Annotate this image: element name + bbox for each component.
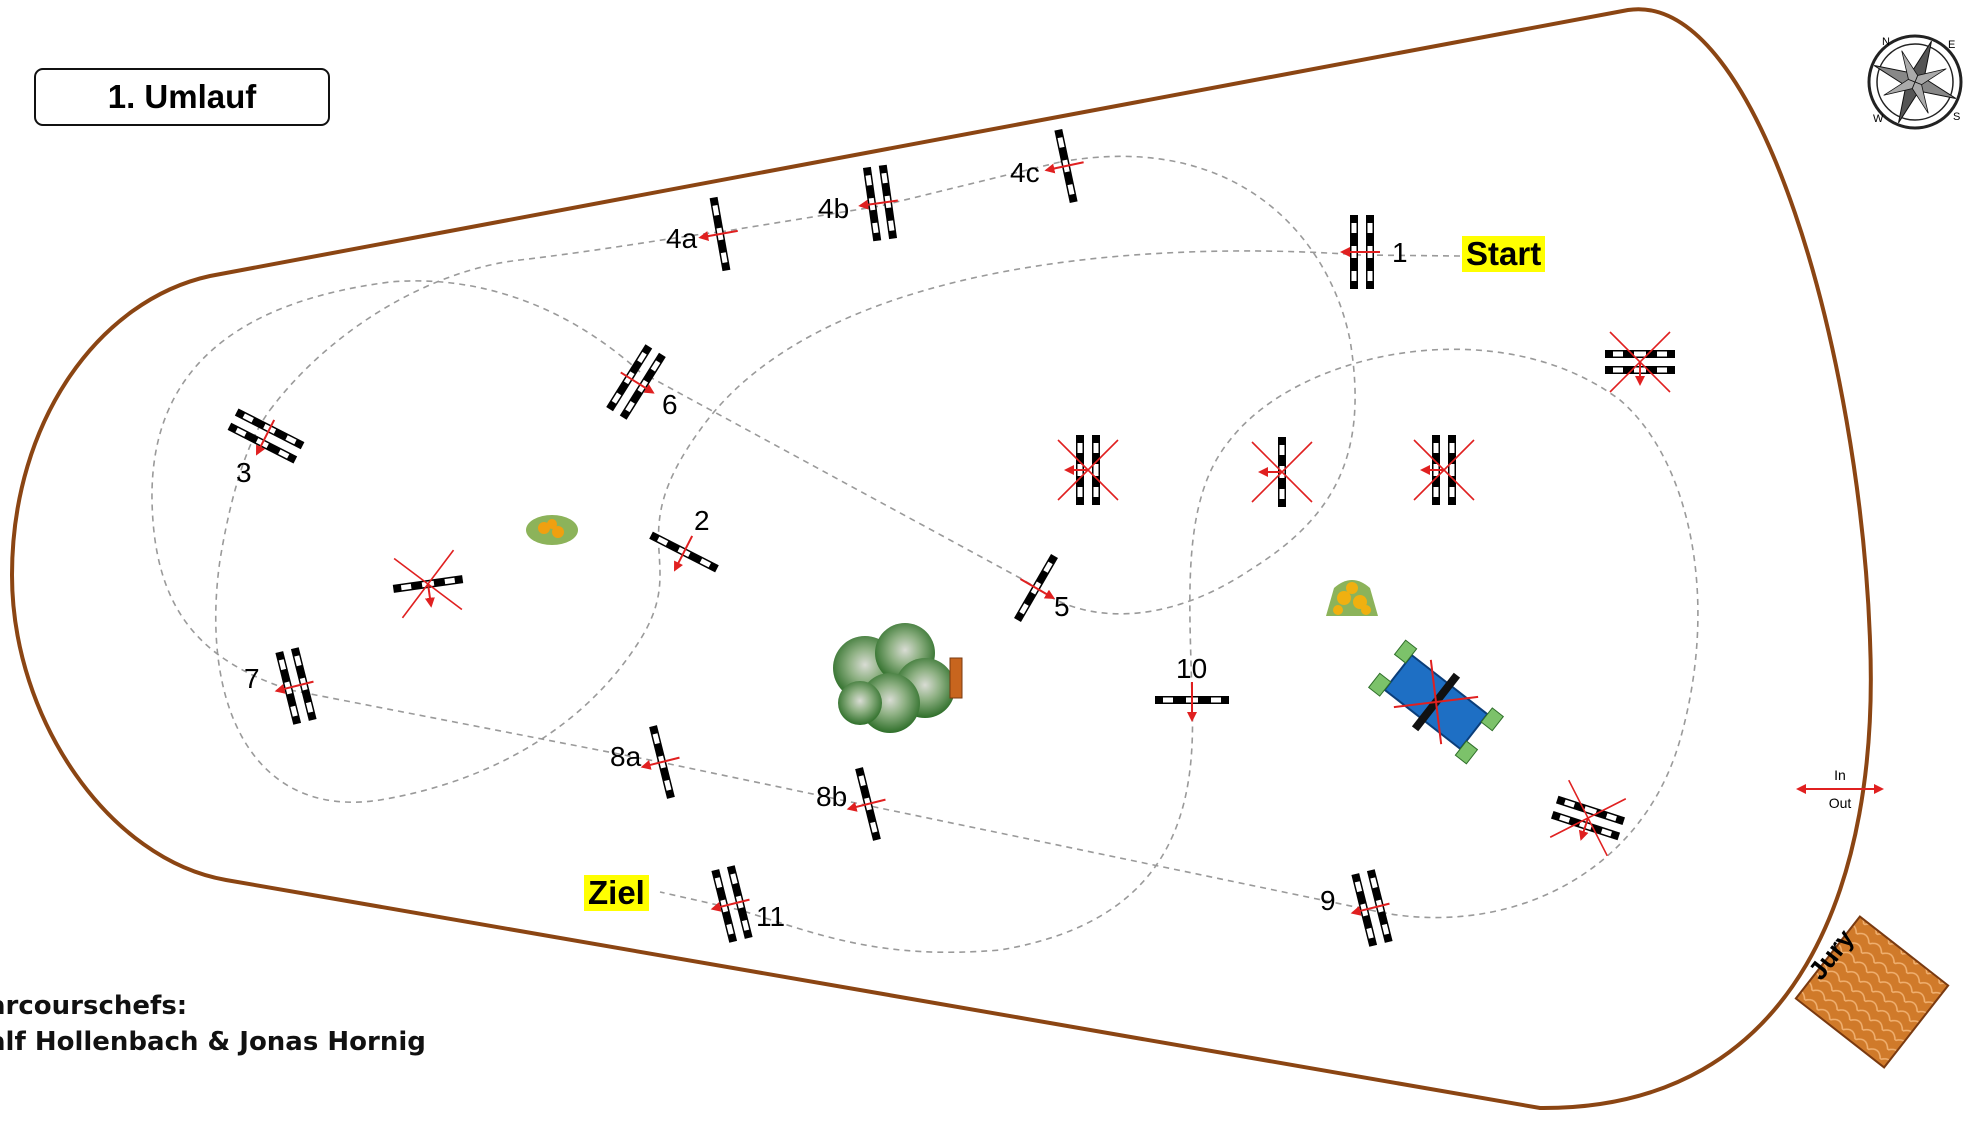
flower-bed-icon xyxy=(1326,580,1378,616)
fence-5 xyxy=(1014,553,1058,623)
unused-fences-layer xyxy=(392,331,1675,857)
tree-icon xyxy=(833,623,963,733)
fences-layer: 1 2 3 4a 4b 4c 5 6 7 8a 8b 9 10 11 xyxy=(227,128,1408,947)
track-route xyxy=(151,155,1699,954)
round-title: 1. Umlauf xyxy=(34,68,330,126)
fence-4a-label: 4a xyxy=(666,223,698,254)
fence-4a xyxy=(698,196,738,272)
unused-fence xyxy=(1251,437,1313,507)
compass-w-label: W xyxy=(1873,113,1884,125)
flower-bed-icon xyxy=(526,515,578,545)
fence-6 xyxy=(606,344,666,420)
fence-6-label: 6 xyxy=(662,389,678,420)
in-label: In xyxy=(1834,767,1846,783)
fence-4c-label: 4c xyxy=(1010,157,1040,188)
unused-fence xyxy=(392,549,464,619)
out-label: Out xyxy=(1829,795,1852,811)
fence-7-label: 7 xyxy=(244,663,260,694)
fence-8b xyxy=(846,767,886,841)
fence-1-label: 1 xyxy=(1392,237,1408,268)
fence-8b-label: 8b xyxy=(816,781,847,812)
fence-4c xyxy=(1044,128,1084,204)
water-jump-icon xyxy=(1367,639,1505,765)
start-label: Start xyxy=(1462,236,1546,272)
fence-2 xyxy=(649,531,719,573)
arena-border xyxy=(9,7,1873,1111)
credits-heading: arcourschefs: xyxy=(0,991,188,1021)
unused-fence xyxy=(1605,331,1675,393)
jury-box xyxy=(1794,915,1950,1069)
compass-e-label: E xyxy=(1948,39,1955,51)
fence-8a xyxy=(640,725,680,799)
compass-n-label: N xyxy=(1882,36,1890,48)
unused-fence xyxy=(1549,779,1627,857)
fence-1 xyxy=(1340,215,1380,289)
compass-icon: N E S W xyxy=(1867,34,1963,130)
fence-3-label: 3 xyxy=(236,457,252,488)
fence-3 xyxy=(227,408,305,464)
fence-10 xyxy=(1155,682,1229,722)
fence-11-label: 11 xyxy=(756,901,785,932)
unused-fence xyxy=(1057,435,1119,505)
fence-10-label: 10 xyxy=(1176,653,1207,684)
course-designers: arcourschefs: alf Hollenbach & Jonas Hor… xyxy=(0,988,426,1060)
fence-9 xyxy=(1350,869,1393,947)
compass-s-label: S xyxy=(1953,111,1960,123)
fence-4b xyxy=(858,164,898,242)
fence-5-label: 5 xyxy=(1054,591,1070,622)
fence-4b-label: 4b xyxy=(818,193,849,224)
in-out-gate: In Out xyxy=(1796,767,1884,811)
finish-label: Ziel xyxy=(584,875,649,911)
fence-2-label: 2 xyxy=(694,505,710,536)
fence-11 xyxy=(710,865,753,943)
credits-names: alf Hollenbach & Jonas Hornig xyxy=(0,1027,426,1057)
fence-9-label: 9 xyxy=(1320,885,1336,916)
fence-7 xyxy=(274,647,317,725)
unused-fence xyxy=(1413,435,1475,505)
fence-8a-label: 8a xyxy=(610,741,642,772)
